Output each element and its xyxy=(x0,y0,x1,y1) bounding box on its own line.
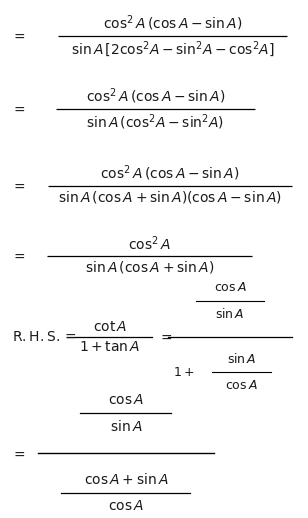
Text: $\cos^2 A\,(\cos A - \sin A)$: $\cos^2 A\,(\cos A - \sin A)$ xyxy=(100,164,240,183)
Text: $=$: $=$ xyxy=(11,447,26,461)
Text: $\cos A$: $\cos A$ xyxy=(108,393,144,407)
Text: $\sin A$: $\sin A$ xyxy=(215,307,245,321)
Text: $\cos A$: $\cos A$ xyxy=(108,499,144,513)
Text: $=$: $=$ xyxy=(11,28,26,42)
Text: $\sin A\,(\cos A + \sin A)$: $\sin A\,(\cos A + \sin A)$ xyxy=(85,258,214,275)
Text: $\cos^2 A\,(\cos A - \sin A)$: $\cos^2 A\,(\cos A - \sin A)$ xyxy=(86,87,225,106)
Text: $\cos A$: $\cos A$ xyxy=(225,379,258,392)
Text: $=$: $=$ xyxy=(11,249,26,263)
Text: $1+$: $1+$ xyxy=(173,366,195,379)
Text: $\sin A\,(\cos A + \sin A)(\cos A - \sin A)$: $\sin A\,(\cos A + \sin A)(\cos A - \sin… xyxy=(58,189,282,205)
Text: $\cos^2 A\,(\cos A - \sin A)$: $\cos^2 A\,(\cos A - \sin A)$ xyxy=(103,13,242,33)
Text: $=$: $=$ xyxy=(11,102,26,116)
Text: $\cos A + \sin A$: $\cos A + \sin A$ xyxy=(83,472,168,487)
Text: $\sin A\,[2\cos^2\!A - \sin^2\!A - \cos^2\!A]$: $\sin A\,[2\cos^2\!A - \sin^2\!A - \cos^… xyxy=(71,39,275,59)
Text: $\cot A$: $\cot A$ xyxy=(93,320,127,334)
Text: $=$: $=$ xyxy=(11,179,26,193)
Text: $\cos^2 A$: $\cos^2 A$ xyxy=(128,235,171,253)
Text: $1 + \tan A$: $1 + \tan A$ xyxy=(79,340,140,354)
Text: $\mathrm{R.H.S.} =$: $\mathrm{R.H.S.} =$ xyxy=(12,330,77,344)
Text: $\sin A$: $\sin A$ xyxy=(110,419,142,434)
Text: $\sin A$: $\sin A$ xyxy=(227,352,257,366)
Text: $\cos A$: $\cos A$ xyxy=(214,281,246,294)
Text: $=$: $=$ xyxy=(158,330,173,344)
Text: $\sin A\,(\cos^2\!A - \sin^2\!A)$: $\sin A\,(\cos^2\!A - \sin^2\!A)$ xyxy=(86,112,224,132)
